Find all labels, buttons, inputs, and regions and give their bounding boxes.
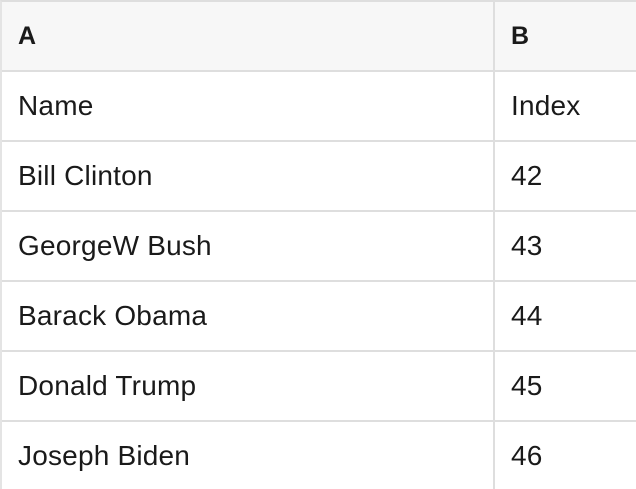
table-row: Joseph Biden 46 xyxy=(2,422,636,489)
cell-index: Index xyxy=(511,90,581,121)
column-header-row: A B xyxy=(2,2,636,72)
cell-name: Barack Obama xyxy=(2,282,495,350)
cell-index: 42 xyxy=(511,160,543,191)
table-row: GeorgeW Bush 43 xyxy=(2,212,636,282)
cell-name: Bill Clinton xyxy=(2,142,495,210)
cell-name: Donald Trump xyxy=(2,352,495,420)
cell-index: 46 xyxy=(511,440,543,471)
table-row: Donald Trump 45 xyxy=(2,352,636,422)
cell-name: Joseph Biden xyxy=(2,422,495,489)
cell-name: Name xyxy=(2,72,495,140)
table-row: Bill Clinton 42 xyxy=(2,142,636,212)
table-body: Name Index Bill Clinton 42 GeorgeW Bush … xyxy=(2,72,636,489)
cell-name: GeorgeW Bush xyxy=(2,212,495,280)
cell-index: 45 xyxy=(511,370,543,401)
column-header-a: A xyxy=(2,2,495,70)
cell-index: 43 xyxy=(511,230,543,261)
cell-index: 44 xyxy=(511,300,543,331)
table-row: Name Index xyxy=(2,72,636,142)
column-header-b: B xyxy=(511,21,530,50)
table-row: Barack Obama 44 xyxy=(2,282,636,352)
